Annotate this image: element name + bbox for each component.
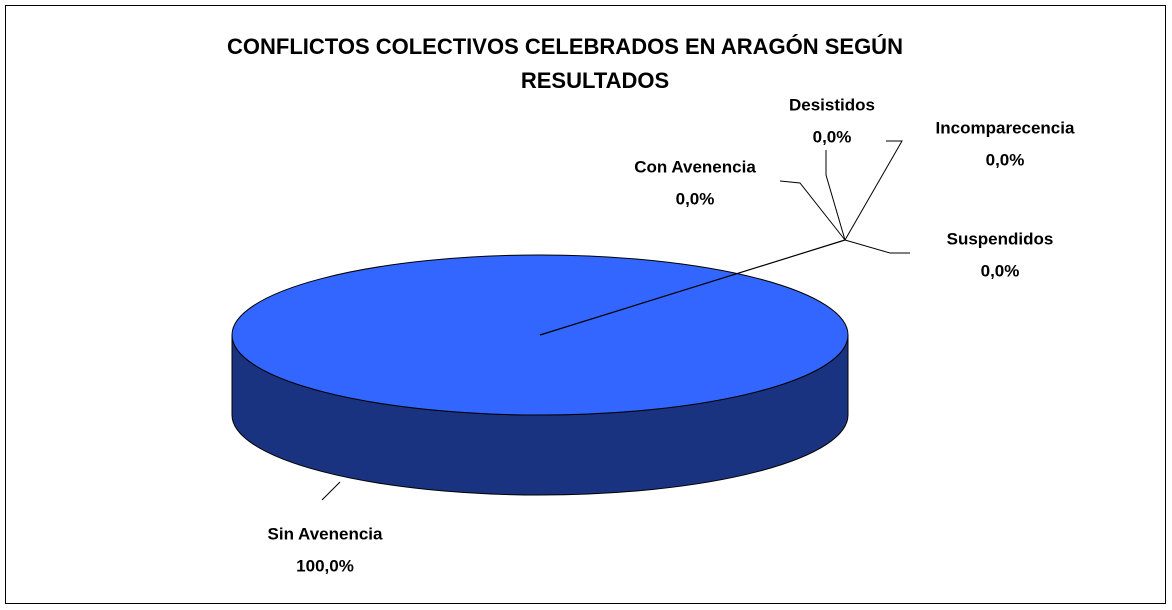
data-label-value: 0,0% [813,127,852,146]
data-label-name: Con Avenencia [634,157,756,176]
data-label-value: 100,0% [296,556,354,575]
data-label-value: 0,0% [981,261,1020,280]
data-label-name: Desistidos [789,95,875,114]
data-label-value: 0,0% [676,189,715,208]
data-label-name: Sin Avenencia [268,524,383,543]
labels: Sin Avenencia 100,0% Con Avenencia 0,0% Desi… [268,95,1075,575]
title-line: CONFLICTOS COLECTIVOS CELEBRADOS EN ARAG… [227,34,903,59]
pie [231,239,849,496]
leader-line [321,481,341,501]
data-label-name: Incomparecencia [936,118,1075,137]
leader-line [825,150,846,241]
leader-line [844,239,910,254]
data-label-name: Suspendidos [947,229,1054,248]
leader-line [844,140,903,241]
leader-line [779,180,846,241]
chart-title: CONFLICTOS COLECTIVOS CELEBRADOS EN ARAG… [227,34,903,93]
slice-edge [539,239,846,336]
data-label-value: 0,0% [986,150,1025,169]
title-line: RESULTADOS [521,68,669,93]
